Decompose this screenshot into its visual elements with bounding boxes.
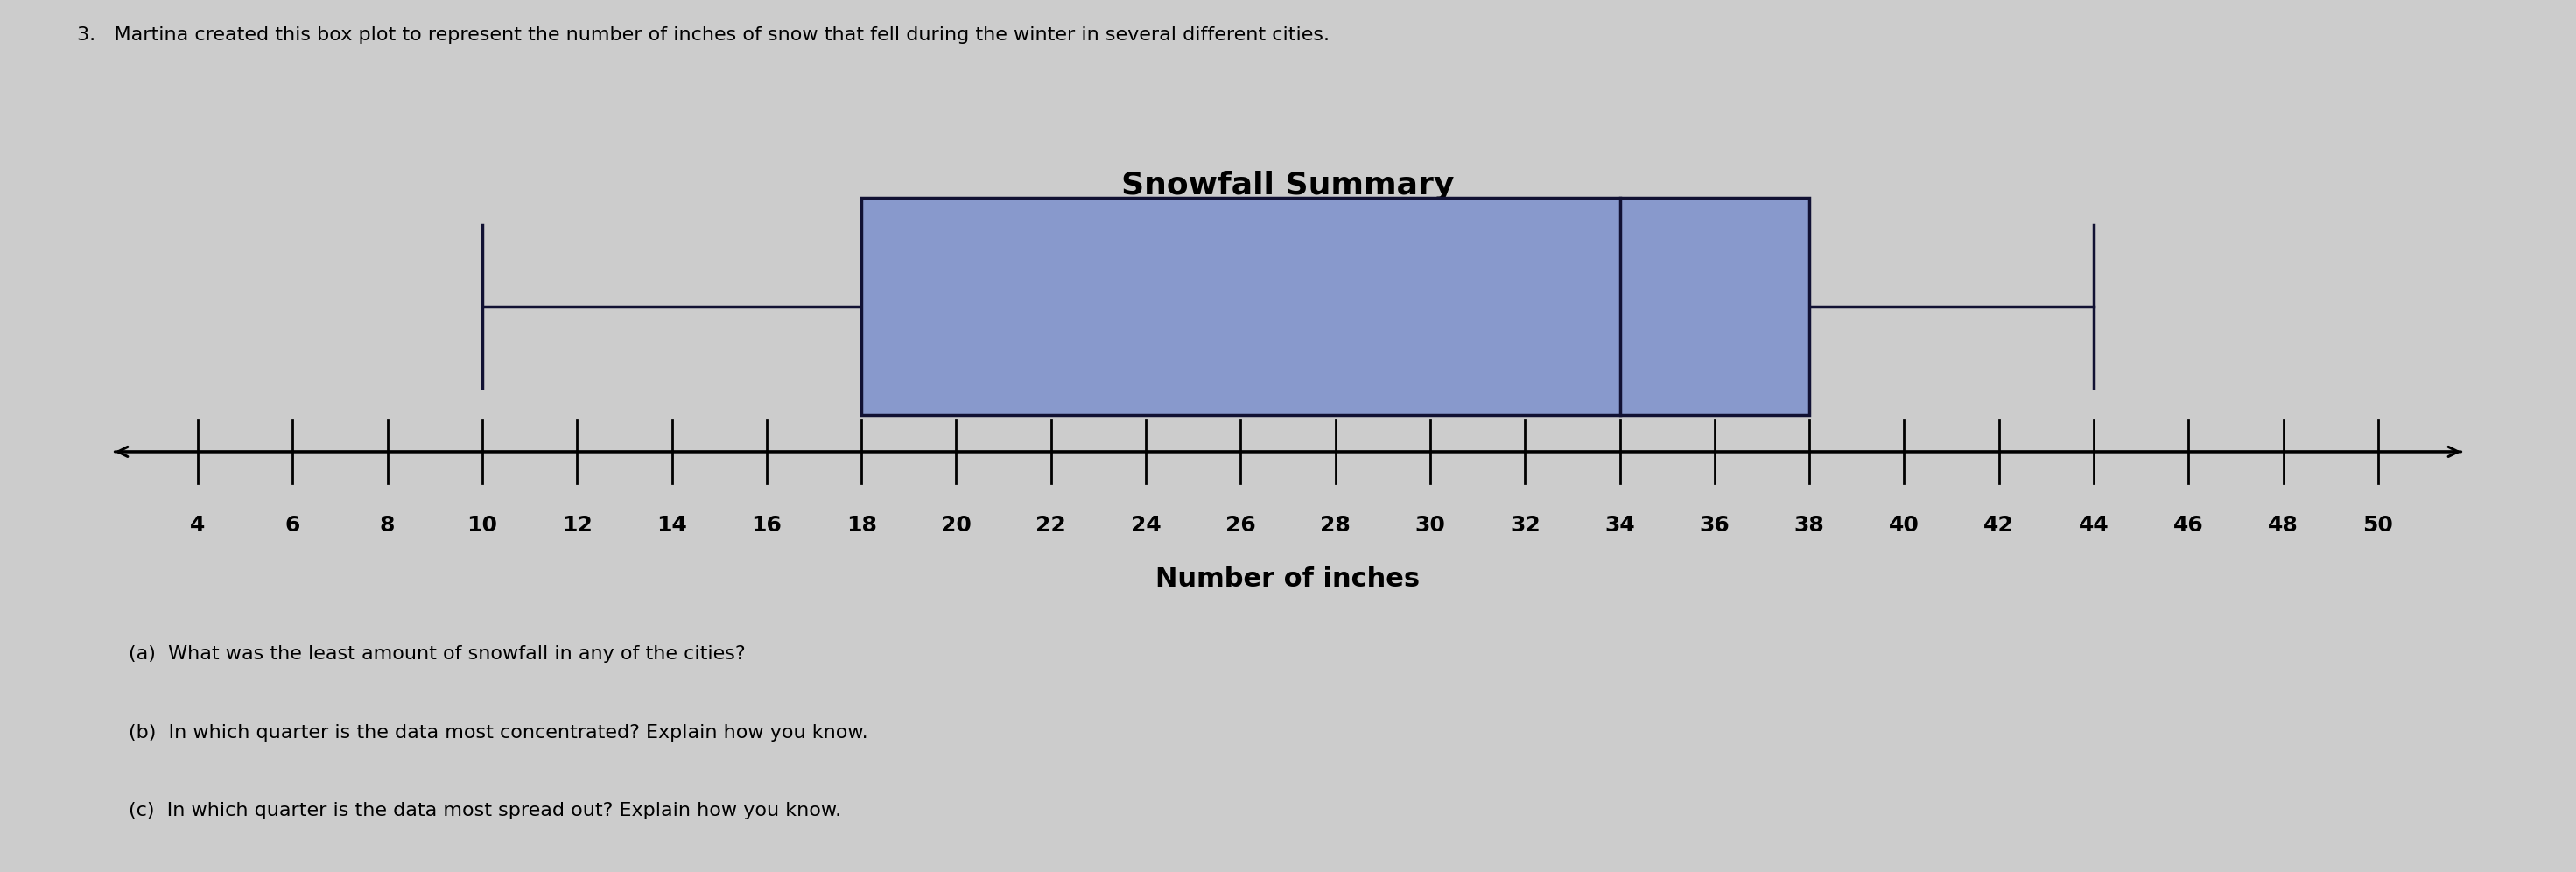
Text: 40: 40 xyxy=(1888,515,1919,536)
Text: (a)  What was the least amount of snowfall in any of the cities?: (a) What was the least amount of snowfal… xyxy=(129,645,744,663)
Text: 24: 24 xyxy=(1131,515,1162,536)
Text: 26: 26 xyxy=(1226,515,1257,536)
Text: 50: 50 xyxy=(2362,515,2393,536)
Bar xyxy=(860,198,1808,415)
Text: 14: 14 xyxy=(657,515,688,536)
Text: 42: 42 xyxy=(1984,515,2014,536)
Text: Snowfall Summary: Snowfall Summary xyxy=(1121,171,1455,201)
Text: Number of inches: Number of inches xyxy=(1157,567,1419,592)
Text: 10: 10 xyxy=(466,515,497,536)
Text: 22: 22 xyxy=(1036,515,1066,536)
Text: 16: 16 xyxy=(752,515,783,536)
Text: 44: 44 xyxy=(2079,515,2110,536)
Text: 12: 12 xyxy=(562,515,592,536)
Text: (b)  In which quarter is the data most concentrated? Explain how you know.: (b) In which quarter is the data most co… xyxy=(129,724,868,741)
Text: 36: 36 xyxy=(1700,515,1731,536)
Text: 48: 48 xyxy=(2267,515,2298,536)
Text: 4: 4 xyxy=(191,515,206,536)
Text: 46: 46 xyxy=(2174,515,2205,536)
Text: 8: 8 xyxy=(379,515,394,536)
Text: (c)  In which quarter is the data most spread out? Explain how you know.: (c) In which quarter is the data most sp… xyxy=(129,802,842,820)
Text: 20: 20 xyxy=(940,515,971,536)
Text: 18: 18 xyxy=(845,515,876,536)
Text: 3.   Martina created this box plot to represent the number of inches of snow tha: 3. Martina created this box plot to repr… xyxy=(77,26,1329,44)
Text: 34: 34 xyxy=(1605,515,1636,536)
Text: 32: 32 xyxy=(1510,515,1540,536)
Text: 6: 6 xyxy=(286,515,301,536)
Text: 38: 38 xyxy=(1793,515,1824,536)
Text: 28: 28 xyxy=(1319,515,1350,536)
Text: 30: 30 xyxy=(1414,515,1445,536)
